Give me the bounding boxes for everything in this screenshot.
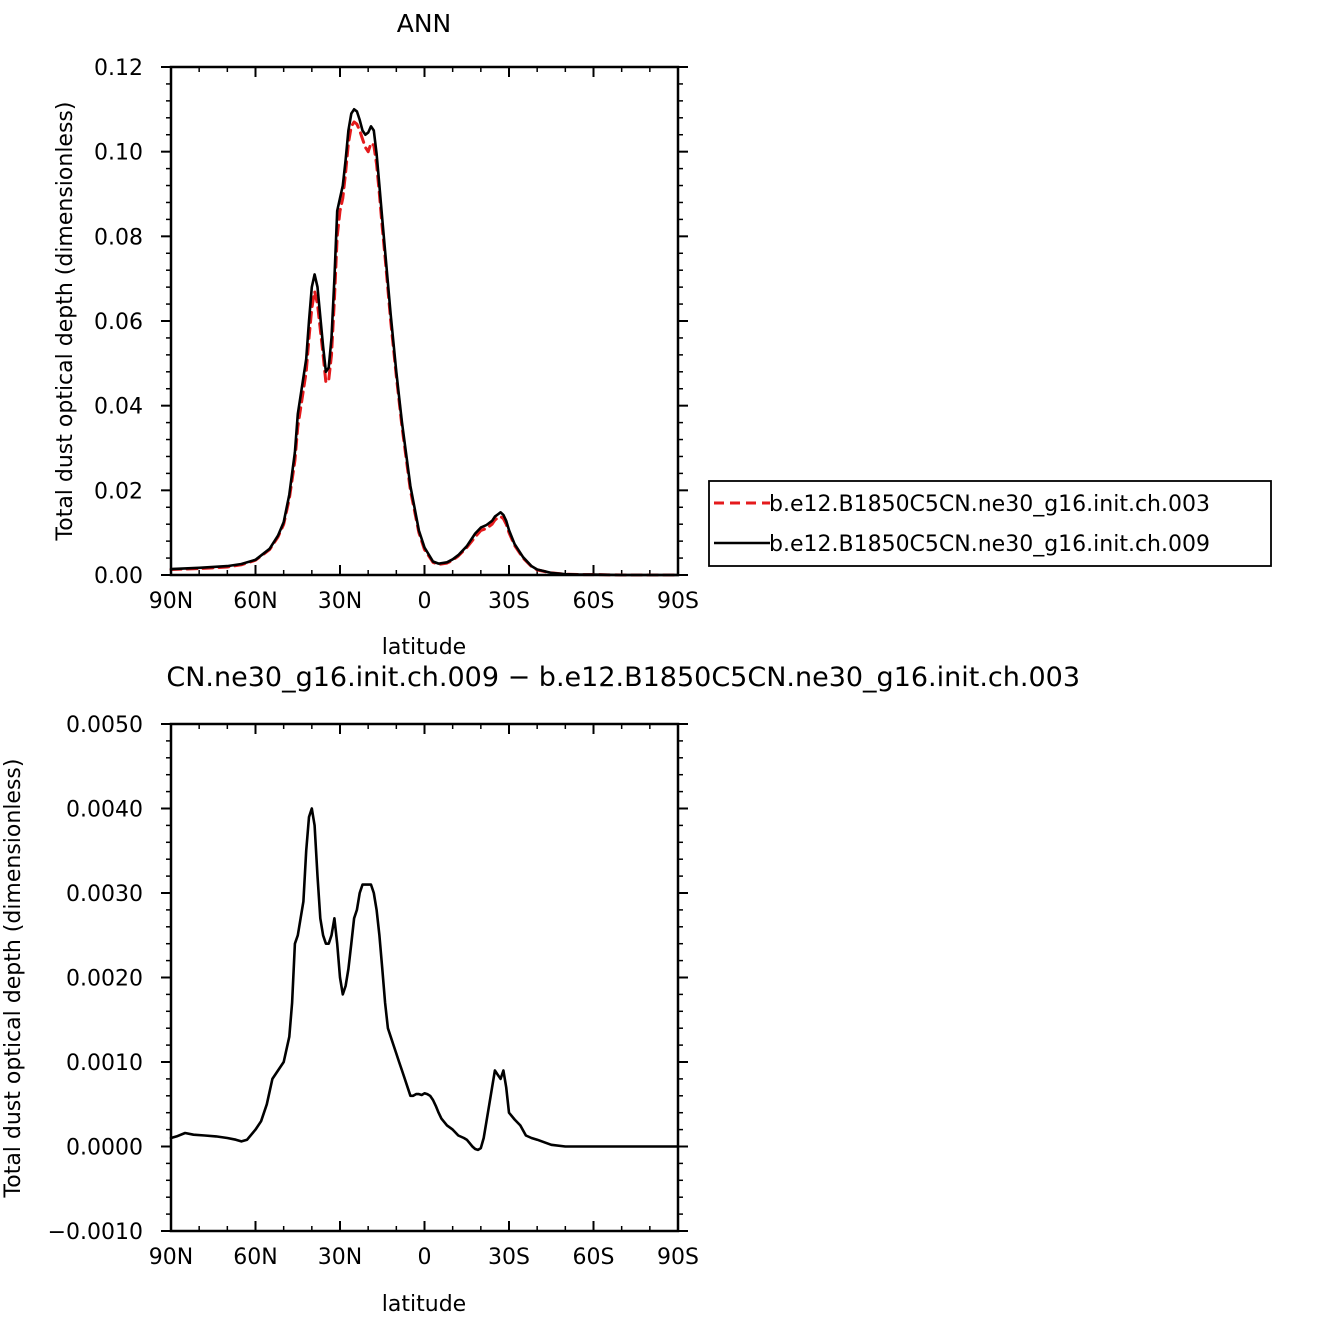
p1-y-tick-label: 0.10 [94, 141, 143, 166]
top-panel-y-tick-labels: 0.00 0.02 0.04 0.06 0.08 0.10 0.12 [94, 56, 143, 589]
p1-x-tick-label: 90N [149, 589, 193, 614]
p1-y-tick-label: 0.06 [94, 310, 143, 335]
p2-x-tick-label: 90S [657, 1245, 699, 1270]
p2-y-tick-label: −0.0010 [48, 1220, 143, 1245]
p2-y-tick-label: 0.0030 [66, 882, 143, 907]
p2-x-tick-label: 30S [488, 1245, 530, 1270]
p2-x-tick-label: 0 [418, 1245, 432, 1270]
top-panel-y-axis-label: Total dust optical depth (dimensionless) [53, 102, 78, 542]
p2-y-tick-label: 0.0010 [66, 1051, 143, 1076]
legend-box [708, 480, 1272, 567]
p1-y-tick-label: 0.12 [94, 56, 143, 81]
bottom-panel-ticks [161, 723, 688, 1232]
p1-y-tick-label: 0.08 [94, 225, 143, 250]
p2-x-tick-label: 90N [149, 1245, 193, 1270]
top-panel-title: ANN [397, 9, 452, 38]
bottom-panel-x-axis-label: latitude [382, 1292, 466, 1317]
top-panel-x-tick-labels: 90N 60N 30N 0 30S 60S 90S [149, 589, 699, 614]
p2-x-tick-label: 60S [573, 1245, 615, 1270]
bottom-panel-title: CN.ne30_g16.init.ch.009 − b.e12.B1850C5C… [166, 662, 1080, 693]
p1-x-tick-label: 30N [318, 589, 362, 614]
p1-series-line-1 [169, 108, 680, 577]
p2-x-tick-label: 30N [318, 1245, 362, 1270]
bottom-panel-y-tick-labels: −0.0010 0.0000 0.0010 0.0020 0.0030 0.0040 0.0… [48, 713, 143, 1245]
p2-x-tick-label: 60N [233, 1245, 277, 1270]
top-panel-series [169, 108, 680, 577]
p1-y-tick-label: 0.00 [94, 564, 143, 589]
p1-x-tick-label: 0 [418, 589, 432, 614]
legend-entry-009: b.e12.B1850C5CN.ne30_g16.init.ch.009 [769, 532, 1210, 557]
bottom-panel-y-axis-label: Total dust optical depth (dimensionless) [1, 759, 26, 1199]
p2-series-line-0 [169, 807, 680, 1152]
p1-series-line-0 [169, 120, 680, 577]
bottom-panel-series [169, 807, 680, 1152]
top-panel-x-axis-label: latitude [382, 635, 466, 660]
bottom-panel: CN.ne30_g16.init.ch.009 − b.e12.B1850C5C… [1, 662, 1080, 1317]
legend-entry-003: b.e12.B1850C5CN.ne30_g16.init.ch.003 [769, 492, 1210, 517]
p2-y-tick-label: 0.0040 [66, 798, 143, 823]
legend: b.e12.B1850C5CN.ne30_g16.init.ch.003 b.e… [708, 480, 1272, 567]
p1-y-tick-label: 0.04 [94, 395, 143, 420]
top-panel: ANN 0.00 0.02 0.04 0.06 0.08 0.10 0.12 90N 60N 3… [53, 9, 1272, 660]
p2-y-tick-label: 0.0020 [66, 967, 143, 992]
top-panel-ticks [161, 66, 688, 576]
p2-y-tick-label: 0.0000 [66, 1136, 143, 1161]
bottom-panel-frame [169, 722, 680, 1233]
p1-x-tick-label: 30S [488, 589, 530, 614]
p1-x-tick-label: 60N [233, 589, 277, 614]
p2-y-tick-label: 0.0050 [66, 713, 143, 738]
p1-x-tick-label: 60S [573, 589, 615, 614]
bottom-panel-x-tick-labels: 90N 60N 30N 0 30S 60S 90S [149, 1245, 699, 1270]
top-panel-frame [169, 65, 680, 577]
p1-x-tick-label: 90S [657, 589, 699, 614]
p1-y-tick-label: 0.02 [94, 479, 143, 504]
